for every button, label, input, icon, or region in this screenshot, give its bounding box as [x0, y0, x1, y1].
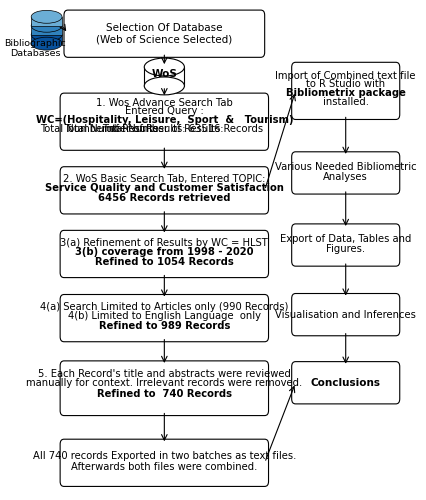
- Text: Bibliometrix package: Bibliometrix package: [286, 88, 406, 99]
- Ellipse shape: [31, 20, 62, 32]
- FancyBboxPatch shape: [60, 361, 268, 416]
- Text: Entered Query :: Entered Query :: [125, 106, 204, 116]
- Text: Import of Combined text file: Import of Combined text file: [276, 71, 416, 81]
- Text: manually for context. Irrelevant records were removed.: manually for context. Irrelevant records…: [26, 378, 302, 388]
- FancyBboxPatch shape: [60, 294, 268, 342]
- Text: WC=(Hospitality, Leisure,  Sport  &   Tourism): WC=(Hospitality, Leisure, Sport & Touris…: [36, 114, 293, 124]
- Bar: [31, 34, 62, 43]
- FancyBboxPatch shape: [292, 362, 400, 404]
- FancyBboxPatch shape: [292, 62, 400, 120]
- Ellipse shape: [144, 77, 184, 95]
- Ellipse shape: [144, 58, 184, 76]
- FancyBboxPatch shape: [64, 10, 265, 58]
- FancyBboxPatch shape: [292, 152, 400, 194]
- Text: Selection Of Database
(Web of Science Selected): Selection Of Database (Web of Science Se…: [96, 23, 233, 44]
- Ellipse shape: [31, 28, 62, 41]
- Ellipse shape: [31, 37, 62, 50]
- FancyBboxPatch shape: [292, 294, 400, 336]
- FancyBboxPatch shape: [60, 166, 268, 214]
- Text: 4(b) Limited to English Language  only: 4(b) Limited to English Language only: [68, 311, 261, 321]
- Text: Export of Data, Tables and: Export of Data, Tables and: [280, 234, 412, 244]
- FancyBboxPatch shape: [60, 93, 268, 150]
- Text: 1. Wos Advance Search Tab: 1. Wos Advance Search Tab: [96, 98, 233, 108]
- Text: Refined to 989 Records: Refined to 989 Records: [99, 321, 230, 331]
- Text: WoS: WoS: [151, 69, 177, 79]
- Text: installed.: installed.: [323, 98, 369, 108]
- FancyBboxPatch shape: [292, 224, 400, 266]
- Text: Total Number of Results:: Total Number of Results:: [102, 124, 227, 134]
- Text: Refined to 1054 Records: Refined to 1054 Records: [95, 257, 234, 267]
- Text: Afterwards both files were combined.: Afterwards both files were combined.: [71, 462, 258, 472]
- FancyBboxPatch shape: [60, 230, 268, 278]
- Text: 3(b) coverage from 1998 - 2020: 3(b) coverage from 1998 - 2020: [75, 247, 253, 257]
- Text: Total Number of Results: 63516 Records: Total Number of Results: 63516 Records: [64, 124, 264, 134]
- Text: 3(a) Refinement of Results by WC = HLST: 3(a) Refinement of Results by WC = HLST: [60, 238, 268, 248]
- Text: Visualisation and Inferences: Visualisation and Inferences: [275, 310, 416, 320]
- Text: 4(a) Search Limited to Articles only (990 Records): 4(a) Search Limited to Articles only (99…: [40, 302, 288, 312]
- Ellipse shape: [31, 10, 62, 24]
- Text: Total Number of Results:: Total Number of Results:: [40, 124, 164, 134]
- Text: 5. Each Record's title and abstracts were reviewed: 5. Each Record's title and abstracts wer…: [38, 370, 291, 380]
- Text: 2. WoS Basic Search Tab, Entered TOPIC:: 2. WoS Basic Search Tab, Entered TOPIC:: [63, 174, 265, 184]
- Text: Figures.: Figures.: [326, 244, 365, 254]
- Text: Conclusions: Conclusions: [311, 378, 381, 388]
- FancyBboxPatch shape: [60, 439, 268, 486]
- Text: Various Needed Bibliometric: Various Needed Bibliometric: [275, 162, 417, 172]
- Text: 6456 Records retrieved: 6456 Records retrieved: [98, 194, 230, 203]
- Text: Service Quality and Customer Satisfaction: Service Quality and Customer Satisfactio…: [45, 184, 284, 194]
- Text: Refined to  740 Records: Refined to 740 Records: [97, 389, 232, 399]
- Text: All 740 records Exported in two batches as text files.: All 740 records Exported in two batches …: [33, 451, 296, 461]
- Bar: [144, 67, 184, 86]
- Bar: [31, 26, 62, 34]
- Text: Bibliographic
Databases: Bibliographic Databases: [4, 39, 66, 58]
- Text: Analyses: Analyses: [323, 172, 368, 182]
- Text: to R Studio with: to R Studio with: [306, 80, 385, 90]
- Bar: [31, 17, 62, 26]
